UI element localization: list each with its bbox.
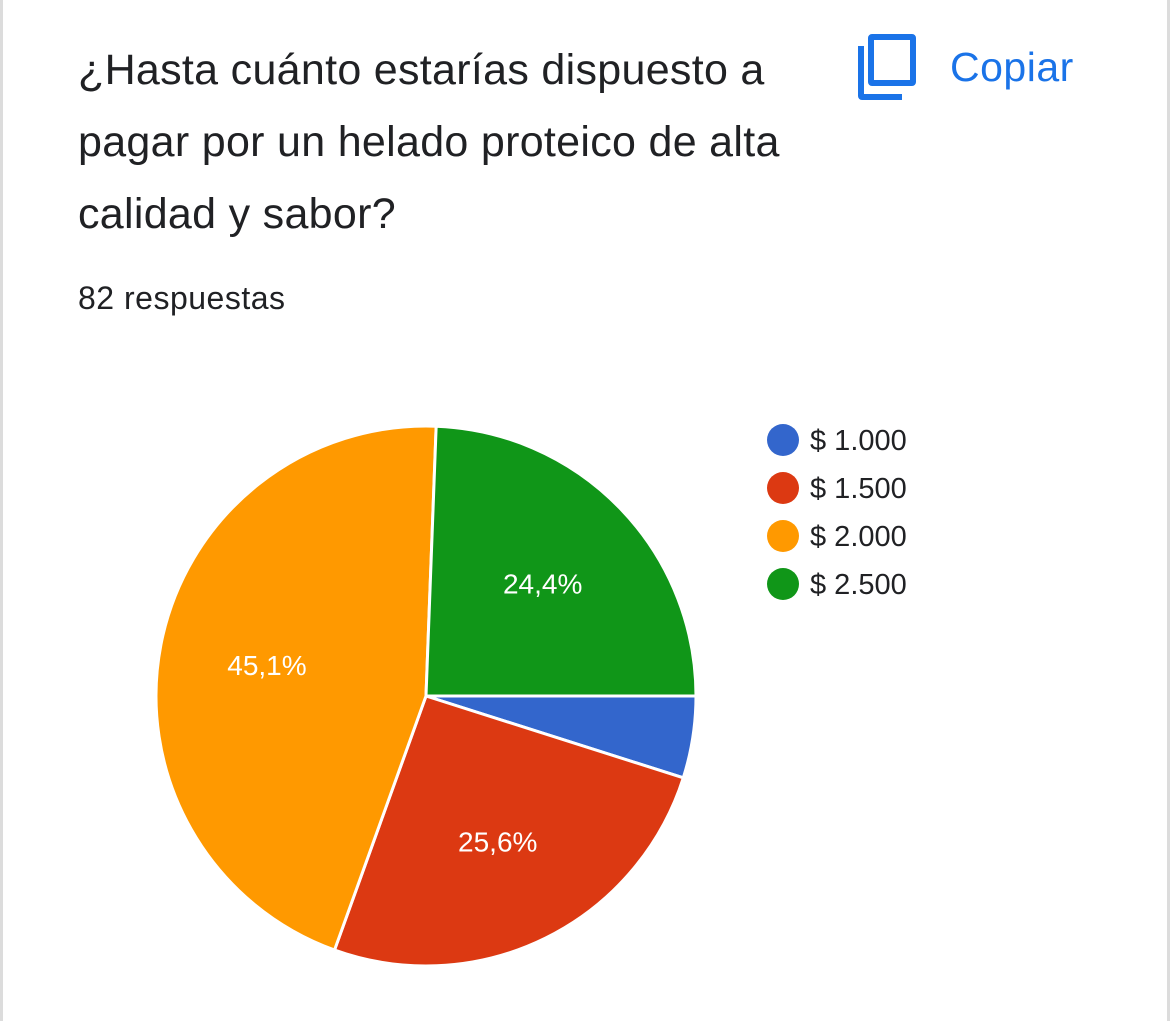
copy-chart-button[interactable]: Copiar: [858, 32, 1093, 102]
slice-label: 24,4%: [503, 569, 582, 600]
legend-label: $ 2.500: [810, 569, 907, 601]
legend-marker: [767, 472, 799, 504]
copy-icon: [858, 34, 916, 100]
pie-slice[interactable]: [333, 694, 685, 968]
legend-label: $ 1.500: [810, 473, 907, 505]
legend-marker: [767, 424, 799, 456]
question-title: ¿Hasta cuánto estarías dispuesto a pagar…: [78, 46, 780, 238]
copy-label: Copiar: [950, 43, 1074, 90]
pie-chart: 25,6% 45,1% 24,4% $ 1.000 $ 1.500 $ 2.000 $ 2.…: [154, 424, 907, 968]
slice-label: 45,1%: [227, 650, 306, 681]
legend-label: $ 1.000: [810, 425, 907, 457]
pie-slice[interactable]: [154, 424, 438, 952]
pie-slice[interactable]: [424, 424, 698, 698]
legend-label: $ 2.000: [810, 521, 907, 553]
legend-marker: [767, 568, 799, 600]
slice-label: 25,6%: [458, 826, 537, 857]
legend-marker: [767, 520, 799, 552]
response-count: 82 respuestas: [78, 280, 286, 316]
